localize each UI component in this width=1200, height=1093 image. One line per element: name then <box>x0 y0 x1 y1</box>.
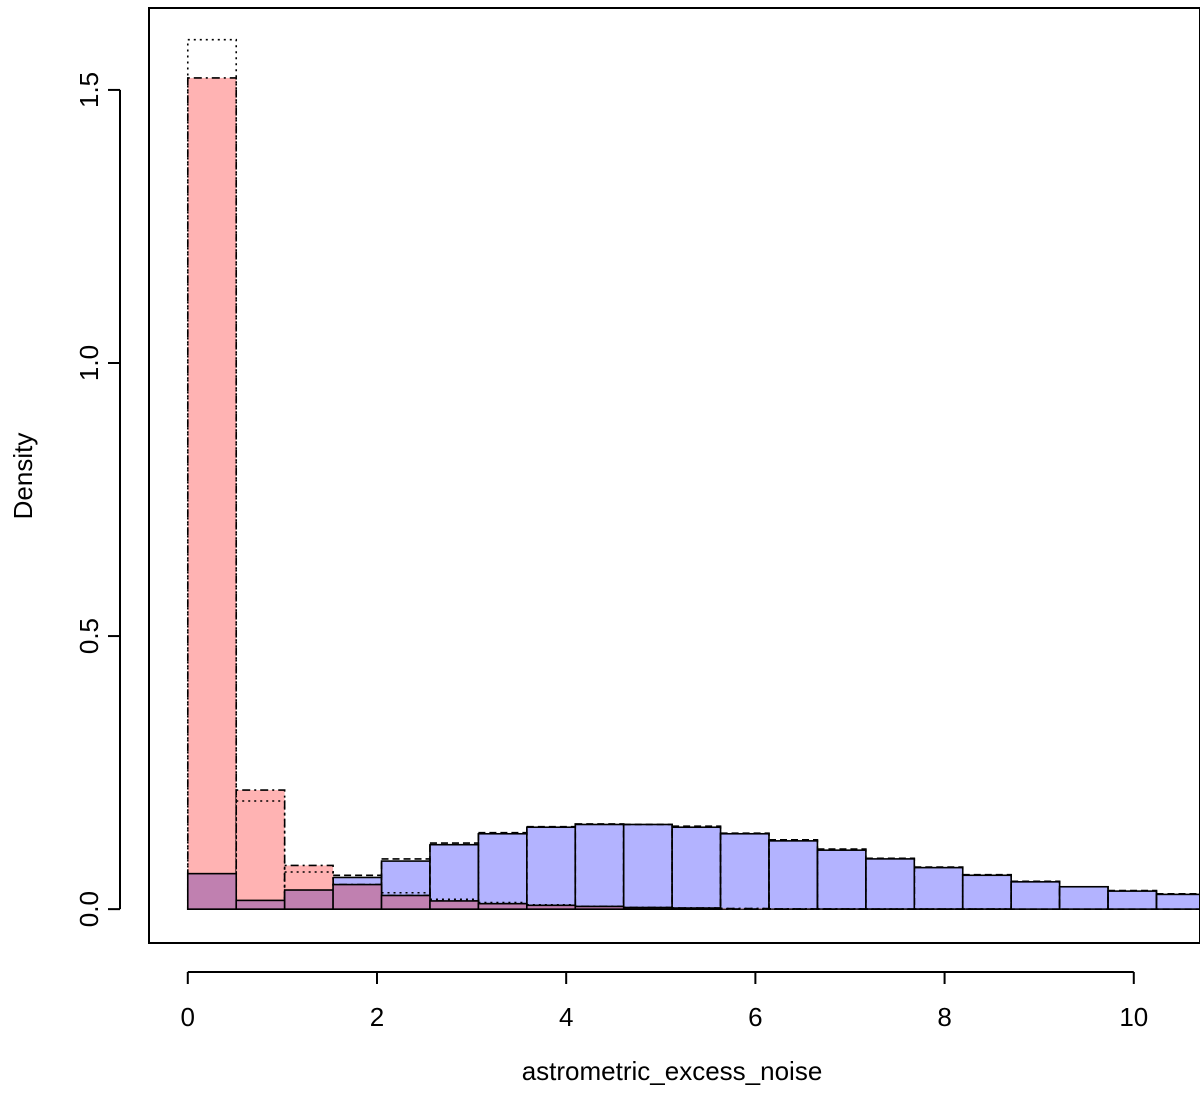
histogram-bar <box>574 823 625 910</box>
histogram-series-3 <box>186 77 1012 910</box>
histogram-bar <box>1010 880 1061 910</box>
histogram-bar <box>671 826 722 910</box>
histogram-bar <box>526 826 577 910</box>
y-axis-label: Density <box>8 433 38 520</box>
histogram-bar <box>719 832 770 910</box>
histogram-bar <box>865 858 916 910</box>
y-tick-label: 1.5 <box>74 72 104 108</box>
histogram-bar <box>1155 893 1200 910</box>
histogram-bar <box>961 874 1012 910</box>
y-tick-label: 0.5 <box>74 618 104 654</box>
histogram-bar <box>1107 890 1158 910</box>
x-tick-label: 4 <box>559 1002 573 1032</box>
overlap-series <box>186 872 722 910</box>
histogram-bar <box>961 873 1012 910</box>
overlap-bar <box>574 905 625 910</box>
plot-frame <box>148 7 1200 944</box>
x-tick-label: 2 <box>370 1002 384 1032</box>
histogram-bar <box>477 832 528 910</box>
histogram-bar <box>1058 885 1109 910</box>
bars-layer <box>186 38 1200 910</box>
x-tick-label: 0 <box>181 1002 195 1032</box>
overlap-bar <box>477 902 528 910</box>
x-tick-label: 6 <box>748 1002 762 1032</box>
overlap-bar <box>332 883 383 910</box>
x-axis: 0 2 4 6 8 10 <box>181 971 1148 1032</box>
histogram-bar <box>913 866 964 910</box>
histogram-bar <box>768 840 819 910</box>
histogram-bar <box>235 789 286 910</box>
histogram-bar <box>622 823 673 910</box>
x-tick-label: 10 <box>1119 1002 1148 1032</box>
x-axis-label: astrometric_excess_noise <box>522 1056 823 1086</box>
histogram-series-1 <box>186 823 1200 910</box>
overlap-bar <box>526 904 577 910</box>
overlap-bar <box>235 899 286 910</box>
overlap-bar <box>622 906 673 910</box>
overlap-bar <box>186 872 238 910</box>
histogram-bar <box>1155 893 1200 910</box>
histogram-bar <box>1010 881 1061 910</box>
histogram-series-4 <box>186 38 1012 910</box>
histogram-bar <box>429 898 480 910</box>
overlap-bar <box>380 894 431 910</box>
y-tick-label: 1.0 <box>74 345 104 381</box>
overlap-bar <box>429 900 480 910</box>
overlap-bar <box>283 889 334 910</box>
y-tick-label: 0.0 <box>74 891 104 927</box>
histogram-bar <box>186 77 238 910</box>
y-axis: 0.0 0.5 1.0 1.5 <box>74 72 121 927</box>
x-tick-label: 8 <box>937 1002 951 1032</box>
histogram-bar <box>816 849 867 910</box>
overlap-bar <box>671 907 722 910</box>
